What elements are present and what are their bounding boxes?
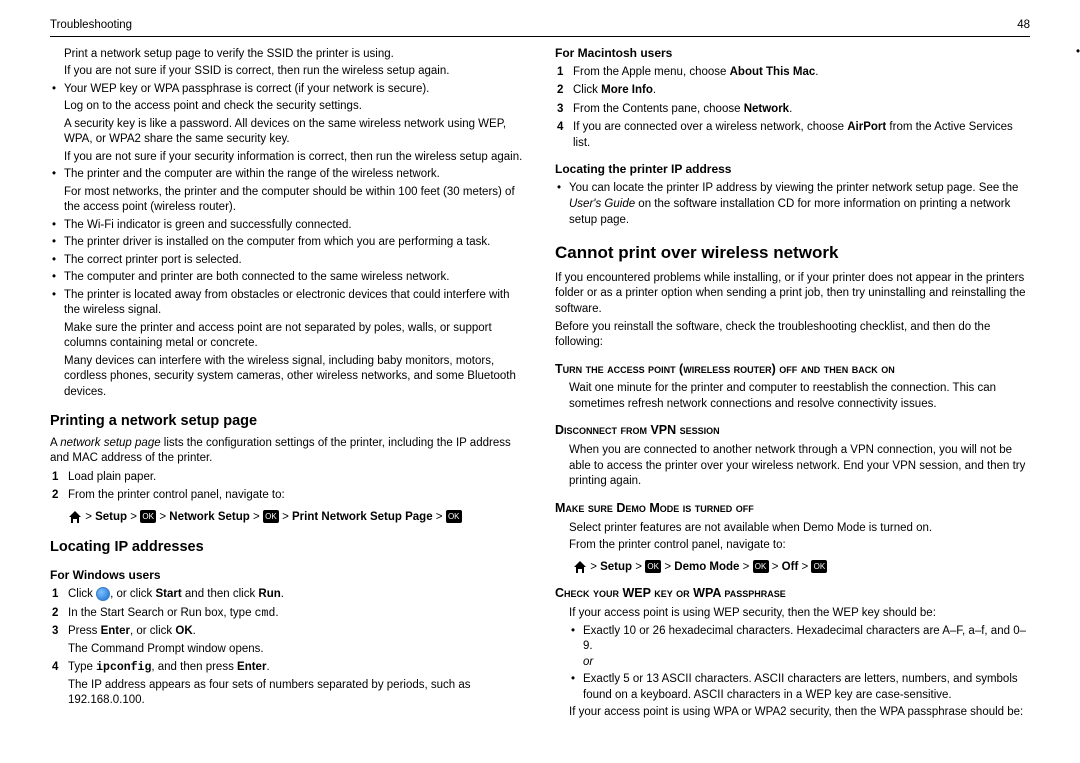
ok-icon: OK [140, 510, 156, 523]
bullet: The computer and printer are both connec… [50, 270, 525, 286]
text: If you are not sure if your SSID is corr… [64, 64, 525, 80]
bullet: You can locate the printer IP address by… [555, 181, 1030, 228]
bullet: Exactly 10 or 26 hexadecimal characters.… [569, 624, 1030, 671]
step: Click , or click Start and then click Ru… [50, 587, 525, 603]
subheading-vpn: Disconnect from VPN session [555, 422, 1030, 439]
step: From the printer control panel, navigate… [50, 488, 525, 504]
text: For most networks, the printer and the c… [64, 185, 525, 216]
text: A security key is like a password. All d… [64, 117, 525, 148]
ok-icon: OK [446, 510, 462, 523]
heading-cannot-print: Cannot print over wireless network [555, 242, 1030, 265]
text: Wait one minute for the printer and comp… [569, 381, 1030, 412]
step: In the Start Search or Run box, type cmd… [50, 606, 525, 622]
text: From the printer control panel, navigate… [569, 538, 1030, 554]
text: The Command Prompt window opens. [68, 642, 525, 658]
subheading-wep: Check your WEP key or WPA passphrase [555, 585, 1030, 602]
ok-icon: OK [645, 560, 661, 573]
heading-locating-printer-ip: Locating the printer IP address [555, 161, 1030, 177]
step: If you are connected over a wireless net… [555, 120, 1030, 151]
text: The IP address appears as four sets of n… [68, 678, 525, 709]
ok-icon: OK [263, 510, 279, 523]
text: Log on to the access point and check the… [64, 99, 525, 115]
content-columns: Print a network setup page to verify the… [50, 45, 1030, 745]
home-icon [573, 560, 587, 574]
subheading-turn-ap: Turn the access point (wireless router) … [555, 361, 1030, 378]
text: If your access point is using WEP securi… [569, 606, 1030, 622]
windows-start-icon [96, 587, 110, 601]
page-header: Troubleshooting 48 [50, 18, 1030, 37]
home-icon [68, 510, 82, 524]
step: Type ipconfig, and then press Enter. The… [50, 660, 525, 709]
step: Click More Info. [555, 83, 1030, 99]
bullet: The correct printer port is selected. [50, 253, 525, 269]
step: Press Enter, or click OK. The Command Pr… [50, 624, 525, 657]
text: If you are not sure if your security inf… [64, 150, 525, 166]
text: If you encountered problems while instal… [555, 271, 1030, 318]
text: Select printer features are not availabl… [569, 521, 1030, 537]
ok-icon: OK [753, 560, 769, 573]
bullet: The printer and the computer are within … [50, 167, 525, 183]
bullet: The printer driver is installed on the c… [50, 235, 525, 251]
nav-path: > Setup > OK > Demo Mode > OK > Off > OK [573, 560, 1030, 576]
header-section: Troubleshooting [50, 18, 132, 34]
bullet: Exactly 5 or 13 ASCII characters. ASCII … [569, 672, 1030, 703]
step: From the Apple menu, choose About This M… [555, 65, 1030, 81]
text: When you are connected to another networ… [569, 443, 1030, 490]
text: Many devices can interfere with the wire… [64, 354, 525, 401]
header-page: 48 [1017, 18, 1030, 34]
heading-printing-setup: Printing a network setup page [50, 412, 525, 432]
text: Make sure the printer and access point a… [64, 321, 525, 352]
heading-locating-ip: Locating IP addresses [50, 538, 525, 558]
bullet: Exactly 64 hexadecimal characters. Hexad… [1074, 45, 1080, 76]
bullet: The Wi-Fi indicator is green and success… [50, 218, 525, 234]
bullet: Your WEP key or WPA passphrase is correc… [50, 82, 525, 98]
text: A network setup page lists the configura… [50, 436, 525, 467]
step: Load plain paper. [50, 470, 525, 486]
ok-icon: OK [811, 560, 827, 573]
step: From the Contents pane, choose Network. [555, 102, 1030, 118]
text: Print a network setup page to verify the… [64, 47, 525, 63]
heading-windows: For Windows users [50, 567, 525, 583]
text: Before you reinstall the software, check… [555, 320, 1030, 351]
heading-mac: For Macintosh users [555, 45, 1030, 61]
subheading-demo: Make sure Demo Mode is turned off [555, 500, 1030, 517]
bullet: The printer is located away from obstacl… [50, 288, 525, 319]
nav-path: > Setup > OK > Network Setup > OK > Prin… [68, 510, 525, 526]
text: If your access point is using WPA or WPA… [569, 705, 1030, 721]
